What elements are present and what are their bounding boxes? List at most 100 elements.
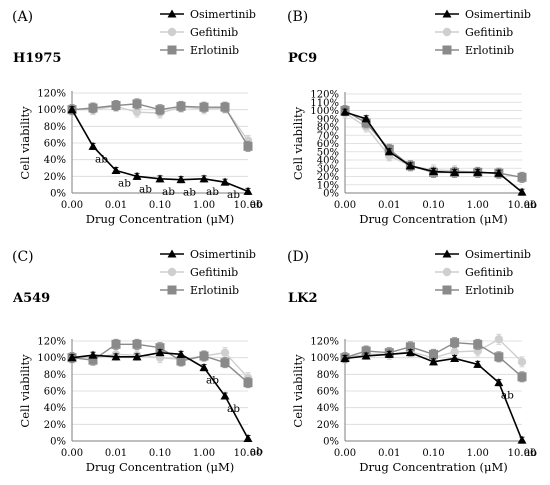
significance-label: ab <box>183 187 196 199</box>
x-tick-label: 0.10 <box>149 200 171 211</box>
x-tick-label: 10.00 <box>508 448 537 459</box>
legend-item-gefitinib: Gefitinib <box>160 266 238 279</box>
series-osimertinib: ab <box>340 107 537 211</box>
x-tick-label: 0.10 <box>422 200 444 211</box>
chart-panel-lk2: (D) LK2 0% 20% 40% 60% 80% 100% 120% 0.00 0.01 0.10… <box>287 248 537 474</box>
significance-label: ab <box>250 198 263 210</box>
legend-item-gefitinib: Gefitinib <box>435 26 513 39</box>
legend-label: Erlotinib <box>190 44 239 57</box>
y-tick-label: 0% <box>323 437 339 448</box>
data-point <box>176 349 186 358</box>
y-tick-label: 30% <box>317 164 339 175</box>
data-point <box>176 356 186 366</box>
data-point <box>517 187 527 196</box>
legend-marker <box>167 27 177 37</box>
data-point <box>88 350 98 359</box>
data-point <box>429 357 438 366</box>
data-point <box>199 363 209 372</box>
significance-label: ab <box>501 390 514 402</box>
legend-marker <box>442 249 452 258</box>
y-tick-label: 90% <box>317 114 339 125</box>
data-point <box>405 348 415 357</box>
data-point <box>243 186 253 195</box>
legend-item-gefitinib: Gefitinib <box>435 266 513 279</box>
x-tick-label: 0.01 <box>105 448 127 459</box>
legend-item-erlotinib: Erlotinib <box>435 44 514 57</box>
y-tick-label: 20% <box>317 420 339 431</box>
data-point <box>450 354 460 362</box>
x-tick-label: 0.00 <box>334 200 356 211</box>
series-line <box>344 351 523 441</box>
data-point <box>517 372 527 382</box>
legend-label: Osimertinib <box>190 8 256 21</box>
x-tick-label: 0.00 <box>334 448 356 459</box>
y-tick-label: 40% <box>317 156 339 167</box>
data-point <box>111 339 121 349</box>
legend-item-osimertinib: Osimertinib <box>160 248 256 261</box>
x-tick-label: 0.01 <box>105 200 127 211</box>
significance-label: ab <box>206 186 219 198</box>
data-point <box>88 103 98 113</box>
y-tick-label: 60% <box>317 387 339 398</box>
y-tick-label: 80% <box>317 370 339 381</box>
chart-panel-h1975: (A) H1975 0% 20% 40% 60% 80% 100% 120% 0.00 0.01 0.… <box>12 8 263 226</box>
x-tick-label: 0.01 <box>378 200 400 211</box>
data-point <box>361 118 371 128</box>
data-point <box>517 435 527 444</box>
x-axis-label: Drug Concentration (μM) <box>86 460 234 474</box>
data-point <box>473 167 483 176</box>
legend-item-osimertinib: Osimertinib <box>435 248 531 261</box>
panel-tag: (D) <box>287 249 309 265</box>
y-tick-label: 110% <box>310 98 339 109</box>
x-axis-label: Drug Concentration (μM) <box>359 460 507 474</box>
series-osimertinib: ab ab <box>340 348 537 459</box>
data-point <box>220 391 230 400</box>
y-tick-label: 80% <box>44 122 66 133</box>
x-tick-label: 10.00 <box>234 448 263 459</box>
x-tick-label: 1.00 <box>193 200 215 211</box>
data-point <box>494 168 504 177</box>
legend-marker <box>167 249 177 258</box>
legend-marker <box>442 9 452 18</box>
legend-marker <box>442 27 452 37</box>
legend-label: Erlotinib <box>465 284 514 297</box>
data-point <box>361 351 371 360</box>
y-tick-label: 40% <box>317 403 339 414</box>
y-tick-label: 100% <box>37 105 66 116</box>
y-tick-label: 120% <box>37 337 66 348</box>
panel-title: LK2 <box>288 291 318 306</box>
data-point <box>473 339 483 349</box>
data-point <box>111 166 121 174</box>
y-tick-label: 0% <box>50 189 66 200</box>
data-point <box>517 357 527 367</box>
data-point <box>132 107 142 117</box>
y-axis-label: Cell viability <box>291 106 305 180</box>
y-tick-label: 0% <box>50 437 66 448</box>
series-erlotinib <box>67 98 253 152</box>
data-point <box>199 174 209 183</box>
legend-marker <box>167 285 177 295</box>
data-point <box>220 177 230 186</box>
data-point <box>384 147 394 156</box>
data-point <box>243 378 253 388</box>
x-axis-label: Drug Concentration (μM) <box>359 212 507 226</box>
legend-label: Osimertinib <box>465 248 531 261</box>
panel-title: H1975 <box>13 51 61 66</box>
legend-marker <box>442 285 452 295</box>
data-point <box>155 174 165 183</box>
data-point <box>450 347 459 357</box>
panel-title: PC9 <box>288 51 317 66</box>
y-tick-label: 20% <box>317 172 339 183</box>
data-point <box>111 352 121 361</box>
x-axis-label: Drug Concentration (μM) <box>86 212 234 226</box>
data-point <box>132 352 142 361</box>
data-point <box>243 141 253 151</box>
data-point <box>176 175 186 184</box>
y-tick-label: 60% <box>44 387 66 398</box>
x-tick-label: 0.01 <box>378 448 400 459</box>
data-point <box>199 351 209 361</box>
data-point <box>67 353 77 362</box>
data-point <box>450 338 460 348</box>
